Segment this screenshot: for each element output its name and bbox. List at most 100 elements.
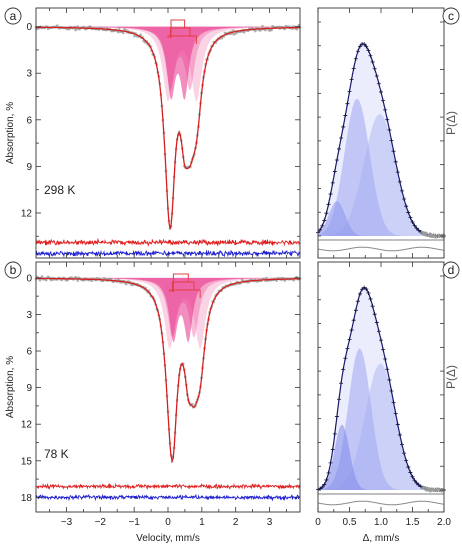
- marker: [337, 146, 341, 151]
- marker: [353, 56, 358, 61]
- data-point: [147, 289, 150, 292]
- data-point: [295, 27, 299, 31]
- data-point: [50, 278, 53, 282]
- marker: [372, 312, 377, 317]
- marker: [324, 477, 329, 482]
- marker: [400, 188, 404, 193]
- x-axis-label: Δ, mm/s: [363, 533, 400, 544]
- panel-letter-badge: [442, 7, 460, 25]
- y-tick-label: 15: [21, 456, 33, 467]
- data-point: [222, 35, 226, 38]
- data-point: [117, 278, 120, 281]
- marker: [414, 480, 419, 485]
- data-point: [105, 278, 109, 281]
- marker: [410, 474, 415, 479]
- data-point: [118, 27, 121, 30]
- marker: [339, 381, 344, 386]
- marker: [402, 197, 407, 202]
- data-point: [125, 282, 128, 286]
- data-point: [246, 281, 249, 284]
- y-tick-label: 12: [21, 420, 33, 431]
- marker: [416, 483, 421, 488]
- x-axis-label: Velocity, mm/s: [136, 533, 200, 544]
- marker: [341, 367, 346, 372]
- marker: [418, 484, 423, 489]
- data-point: [247, 29, 250, 32]
- scatter-point: [434, 488, 438, 492]
- doublet-bracket-markers: [169, 273, 201, 298]
- component-area: [318, 201, 444, 236]
- data-point: [228, 32, 232, 35]
- y-tick-label: 0: [26, 273, 32, 284]
- data-point: [229, 30, 233, 34]
- marker: [328, 460, 333, 465]
- doublet-bracket: [169, 27, 191, 38]
- marker: [320, 223, 325, 228]
- data-point: [97, 28, 101, 31]
- marker: [408, 470, 413, 475]
- marker: [397, 432, 402, 437]
- fit-line: [36, 26, 300, 229]
- marker: [330, 180, 335, 185]
- data-point: [136, 282, 139, 286]
- x-tick-label: 0: [165, 517, 171, 528]
- panel-letter: d: [448, 263, 455, 277]
- marker: [383, 357, 388, 362]
- x-tick-label: 2.0: [437, 517, 451, 528]
- data-point: [82, 279, 85, 282]
- doublet-component-area: [36, 277, 300, 349]
- marker: [376, 81, 381, 86]
- data-point: [101, 279, 105, 283]
- marker: [326, 470, 331, 475]
- total-area: [318, 43, 444, 236]
- data-point: [122, 31, 125, 35]
- data-point: [248, 280, 251, 284]
- x-tick-label: −3: [61, 517, 73, 528]
- marker: [362, 285, 367, 290]
- marker: [412, 478, 417, 483]
- data-point: [267, 28, 270, 31]
- marker: [351, 318, 356, 323]
- data-point: [261, 25, 264, 28]
- data-point: [139, 33, 142, 37]
- data-point: [104, 28, 108, 32]
- marker: [322, 218, 327, 223]
- marker: [334, 158, 339, 163]
- data-point: [46, 27, 50, 30]
- y-axis-label: Absorption, %: [5, 356, 16, 418]
- marker: [366, 291, 371, 296]
- data-point: [127, 280, 130, 283]
- y-tick-label: 3: [26, 69, 32, 80]
- doublet-bracket: [172, 273, 189, 292]
- data-point: [76, 25, 79, 28]
- panel-letter: b: [10, 263, 17, 277]
- x-tick-label: 3: [267, 517, 273, 528]
- marker: [393, 159, 398, 164]
- y-axis-label: P(Δ): [444, 111, 458, 135]
- marker: [379, 89, 383, 94]
- marker: [397, 179, 402, 184]
- data-point: [264, 28, 267, 32]
- marker: [330, 447, 335, 452]
- marker: [406, 465, 411, 470]
- data-point: [231, 29, 235, 33]
- data-point: [295, 276, 299, 279]
- marker: [353, 308, 358, 313]
- scatter-point: [423, 485, 427, 489]
- marker: [334, 414, 339, 419]
- marker: [395, 170, 400, 175]
- distribution-markers: [316, 285, 446, 493]
- data-point: [265, 276, 268, 280]
- marker: [326, 202, 331, 207]
- data-point: [230, 32, 234, 35]
- y-tick-label: 18: [21, 493, 33, 504]
- marker: [347, 337, 352, 342]
- data-point: [101, 28, 105, 31]
- marker: [347, 89, 352, 94]
- data-point: [73, 25, 76, 29]
- residual-line: [317, 246, 445, 252]
- marker: [414, 226, 419, 231]
- doublet-bracket-markers: [167, 19, 197, 44]
- doublet-component-area: [36, 26, 300, 100]
- marker: [362, 42, 367, 47]
